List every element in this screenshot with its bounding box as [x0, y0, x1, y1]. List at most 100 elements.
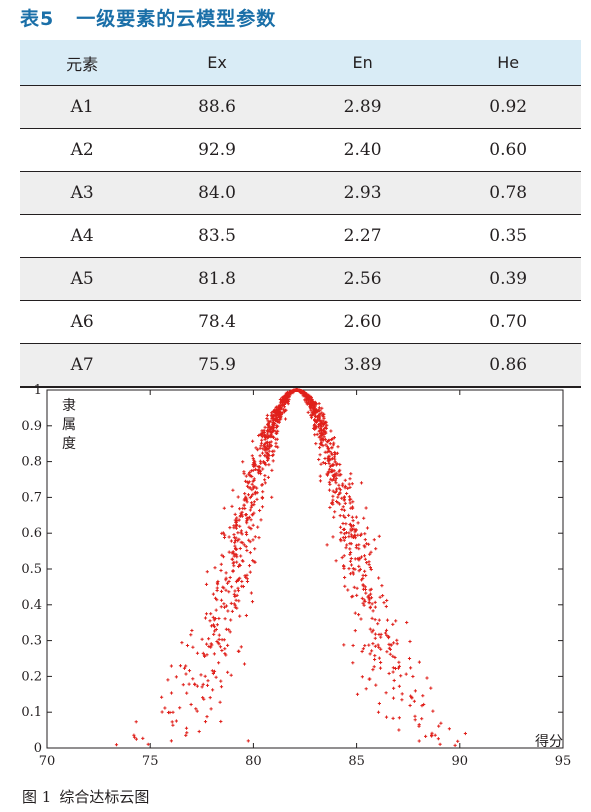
- cloud-drop: [240, 514, 244, 518]
- cloud-drop: [328, 464, 332, 468]
- cloud-drop: [261, 447, 265, 451]
- cloud-drop: [355, 593, 359, 597]
- y-tick-label: 0.7: [21, 490, 42, 505]
- cloud-drop: [265, 434, 269, 439]
- cloud-drop: [369, 592, 373, 596]
- cloud-drop: [292, 389, 296, 393]
- cloud-drop: [270, 495, 274, 499]
- cloud-drop: [204, 612, 209, 616]
- cloud-drop: [342, 554, 346, 558]
- cloud-drop: [324, 431, 328, 435]
- cloud-drop: [209, 624, 214, 628]
- cloud-drop: [346, 588, 350, 592]
- cloud-drop: [253, 464, 257, 468]
- cloud-drop: [325, 445, 329, 449]
- cloud-drop: [412, 699, 416, 703]
- cloud-drop: [355, 692, 360, 696]
- cloud-drop: [213, 629, 217, 633]
- cloud-drop: [219, 562, 223, 566]
- cloud-drop: [348, 552, 352, 556]
- table-cell: 2.27: [289, 214, 436, 258]
- cloud-drop: [260, 483, 264, 487]
- cloud-drop: [338, 462, 342, 467]
- cloud-drop: [212, 632, 216, 636]
- cloud-drop: [439, 721, 443, 725]
- cloud-drop: [221, 585, 225, 589]
- cloud-drop: [211, 623, 216, 627]
- cloud-drop: [325, 450, 329, 454]
- cloud-drop: [348, 501, 352, 505]
- cloud-drop: [348, 522, 352, 527]
- cloud-drop: [272, 422, 276, 427]
- table-row: A1 88.6 2.89 0.92: [20, 85, 581, 129]
- cloud-drop: [260, 429, 264, 433]
- cloud-drop: [280, 403, 284, 408]
- cloud-drop: [317, 457, 321, 462]
- cloud-drop: [222, 602, 226, 606]
- cloud-drop: [363, 532, 367, 536]
- cloud-drop: [314, 402, 318, 406]
- cloud-drop: [368, 627, 372, 631]
- cloud-drop: [343, 484, 347, 488]
- cloud-drop: [324, 426, 328, 431]
- cloud-drop: [363, 538, 367, 542]
- cloud-drop: [405, 620, 409, 625]
- cloud-drop: [236, 578, 240, 582]
- cloud-drop: [348, 572, 353, 576]
- table-cell: 0.35: [435, 214, 581, 258]
- cloud-drop: [373, 654, 377, 658]
- cloud-drop: [318, 422, 322, 426]
- cloud-drop: [276, 414, 281, 418]
- cloud-drop: [422, 702, 426, 707]
- cloud-drop: [277, 408, 281, 412]
- cloud-drop: [349, 533, 353, 537]
- cloud-drop: [322, 435, 326, 439]
- cloud-drop: [276, 411, 280, 416]
- cloud-drop: [270, 449, 274, 453]
- cloud-drop: [376, 643, 380, 647]
- cloud-drop: [241, 460, 245, 464]
- x-axis-label: 得分: [535, 733, 563, 750]
- cloud-drop: [376, 622, 380, 626]
- cloud-drop: [360, 649, 364, 654]
- cloud-drop: [397, 660, 401, 664]
- cloud-drop: [353, 567, 357, 571]
- cloud-drop: [199, 673, 203, 677]
- cloud-drop: [378, 595, 382, 599]
- cloud-drop: [327, 480, 331, 484]
- cloud-drop: [348, 541, 352, 546]
- cloud-drop: [362, 554, 367, 558]
- cloud-drop: [309, 413, 313, 417]
- cloud-drop: [385, 650, 389, 654]
- cloud-drop: [224, 604, 229, 608]
- cloud-drop: [229, 618, 233, 622]
- cloud-drop: [251, 523, 255, 527]
- cloud-drop: [317, 406, 321, 410]
- cloud-drop: [334, 481, 338, 485]
- cloud-drop: [212, 625, 217, 629]
- cloud-drop: [257, 536, 261, 540]
- cloud-drop: [238, 524, 242, 528]
- cloud-drop: [244, 513, 248, 517]
- cloud-drop: [331, 489, 335, 493]
- cloud-drop: [392, 678, 396, 683]
- cloud-drop: [238, 507, 242, 511]
- cloud-drop: [260, 451, 265, 455]
- cloud-drop: [257, 433, 261, 438]
- cloud-drop: [333, 457, 337, 461]
- cloud-drop: [211, 671, 215, 676]
- cloud-drop: [313, 433, 317, 437]
- cloud-drop: [248, 570, 252, 574]
- figure-number: 图 1: [22, 788, 52, 806]
- cloud-drop: [336, 445, 340, 449]
- cloud-drop: [211, 615, 215, 619]
- cloud-drop: [181, 683, 185, 687]
- cloud-drop: [201, 696, 205, 700]
- cloud-drop: [321, 461, 325, 465]
- table-title: 表5 一级要素的云模型参数: [20, 4, 298, 31]
- cloud-drop: [355, 543, 359, 547]
- cloud-drop: [325, 473, 330, 477]
- table-row: A4 83.5 2.27 0.35: [20, 214, 581, 258]
- cloud-drop: [205, 683, 210, 687]
- cloud-drop: [215, 586, 219, 590]
